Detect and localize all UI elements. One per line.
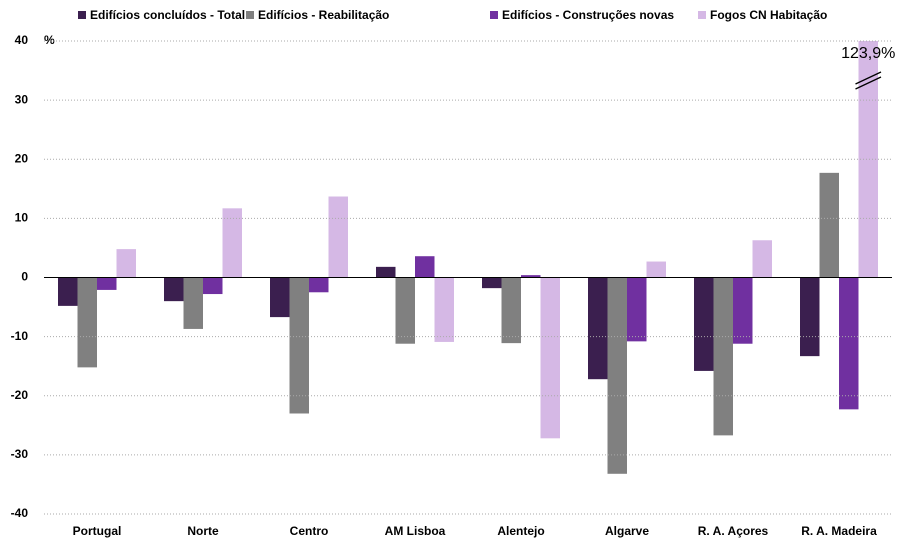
bar bbox=[309, 277, 329, 293]
legend-swatch bbox=[78, 11, 86, 19]
legend-label: Edifícios - Construções novas bbox=[502, 8, 674, 22]
legend-label: Edifícios concluídos - Total bbox=[90, 8, 245, 22]
y-tick-label: 30 bbox=[15, 92, 29, 106]
bar bbox=[434, 277, 454, 342]
x-tick-label: R. A. Madeira bbox=[801, 524, 877, 538]
y-tick-label: -40 bbox=[11, 506, 29, 520]
x-tick-label: R. A. Açores bbox=[698, 524, 769, 538]
y-axis-label: % bbox=[44, 33, 55, 47]
plot-area bbox=[58, 41, 878, 474]
bar bbox=[713, 277, 733, 436]
y-tick-label: 20 bbox=[15, 151, 29, 165]
legend-label: Fogos CN Habitação bbox=[710, 8, 827, 22]
bar bbox=[395, 277, 415, 344]
bar bbox=[646, 261, 666, 278]
bar bbox=[376, 266, 396, 278]
axis-break bbox=[855, 71, 882, 85]
y-tick-label: -10 bbox=[11, 329, 29, 343]
x-tick-label: AM Lisboa bbox=[385, 524, 446, 538]
x-tick-label: Portugal bbox=[73, 524, 122, 538]
value-label: 123,9% bbox=[841, 45, 895, 62]
x-tick-label: Norte bbox=[187, 524, 219, 538]
y-tick-label: 10 bbox=[15, 211, 29, 225]
bar bbox=[270, 277, 290, 318]
bar bbox=[58, 277, 78, 306]
bar bbox=[289, 277, 309, 414]
bar bbox=[752, 240, 772, 278]
bar bbox=[222, 208, 242, 278]
bar bbox=[819, 172, 839, 278]
bar bbox=[328, 196, 348, 278]
bar bbox=[482, 277, 502, 289]
x-tick-label: Algarve bbox=[605, 524, 649, 538]
bar bbox=[164, 277, 184, 302]
bar bbox=[694, 277, 714, 371]
bar bbox=[540, 277, 560, 439]
bar bbox=[203, 277, 223, 295]
x-tick-label: Centro bbox=[290, 524, 329, 538]
axis-break bbox=[855, 76, 882, 90]
bar bbox=[839, 277, 859, 410]
x-tick-label: Alentejo bbox=[497, 524, 544, 538]
y-tick-label: -20 bbox=[11, 388, 29, 402]
bar bbox=[733, 277, 753, 344]
bar bbox=[521, 275, 541, 278]
bar bbox=[77, 277, 97, 368]
bar bbox=[588, 277, 608, 380]
y-tick-label: -30 bbox=[11, 447, 29, 461]
legend-swatch bbox=[698, 11, 706, 19]
bar bbox=[183, 277, 203, 329]
bar bbox=[501, 277, 521, 344]
legend-label: Edifícios - Reabilitação bbox=[258, 8, 389, 22]
bar bbox=[858, 41, 878, 278]
y-tick-label: 0 bbox=[21, 270, 28, 284]
bar bbox=[607, 277, 627, 474]
y-tick-label: 40 bbox=[15, 33, 29, 47]
bar bbox=[800, 277, 820, 357]
bar bbox=[116, 249, 136, 278]
bar bbox=[415, 256, 435, 278]
legend-swatch bbox=[246, 11, 254, 19]
legend-swatch bbox=[490, 11, 498, 19]
bar bbox=[627, 277, 647, 342]
bar bbox=[97, 277, 117, 290]
